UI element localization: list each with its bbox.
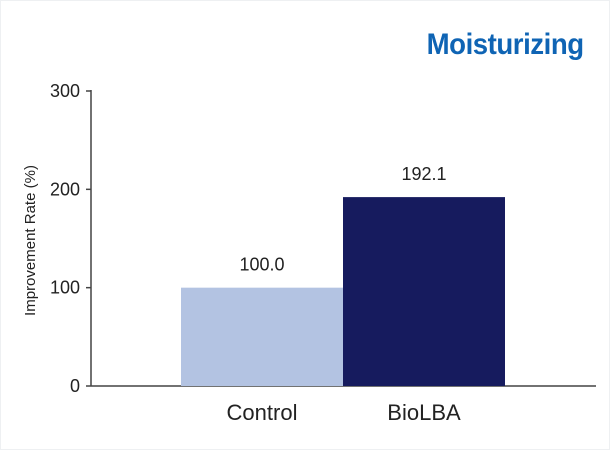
y-tick-label: 200 [50, 179, 80, 199]
x-tick-label-biolba: BioLBA [387, 400, 461, 425]
y-tick-label: 300 [50, 81, 80, 101]
bar-biolba [343, 197, 505, 386]
bar-control [181, 287, 343, 386]
chart-title: Moisturizing [426, 28, 584, 61]
labels: 100.0 Control 192.1 BioLBA [227, 164, 461, 425]
data-label-control: 100.0 [239, 255, 284, 275]
x-tick-label-control: Control [227, 400, 298, 425]
y-tick-label: 100 [50, 278, 80, 298]
data-label-biolba: 192.1 [401, 164, 446, 184]
bars [181, 197, 505, 386]
y-axis-label: Improvement Rate (%) [22, 165, 39, 316]
y-tick-label: 0 [70, 376, 80, 396]
